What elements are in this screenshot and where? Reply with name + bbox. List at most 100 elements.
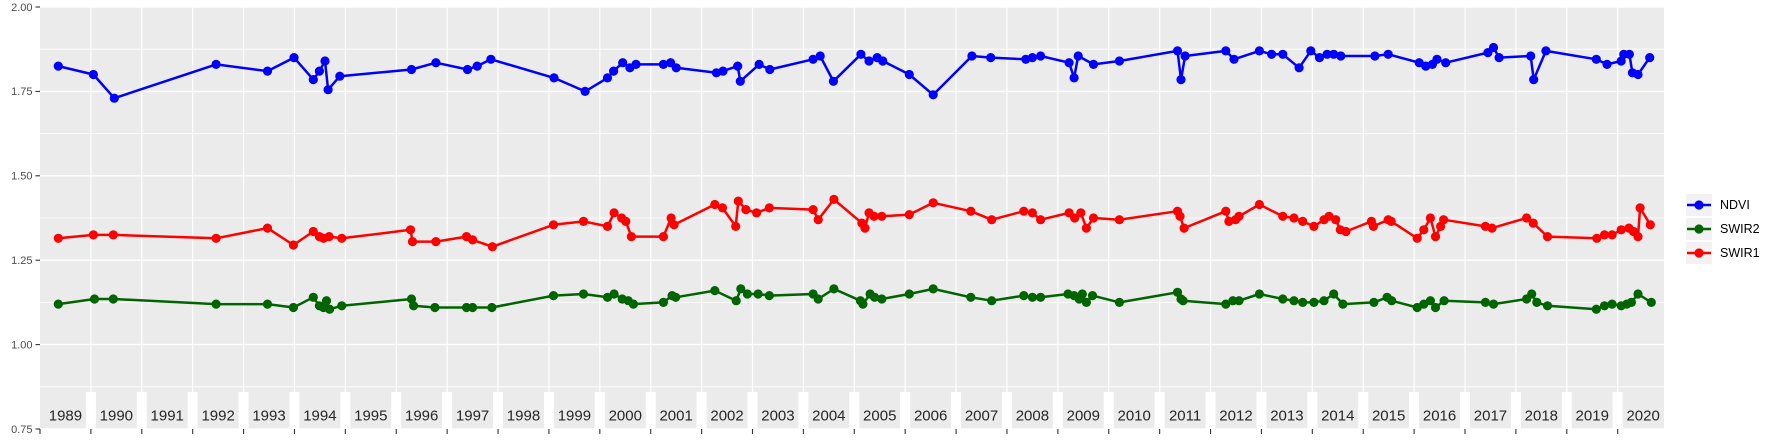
y-tick-label-1.75: 1.75 <box>11 86 32 98</box>
data-point <box>1368 221 1378 231</box>
data-point <box>828 76 839 86</box>
data-point <box>472 61 482 71</box>
data-point <box>1306 46 1316 56</box>
x-tick-label-2005: 2005 <box>863 408 896 425</box>
data-point <box>1019 206 1029 216</box>
data-point <box>1081 297 1091 307</box>
data-point <box>1370 51 1380 61</box>
x-tick-label-1990: 1990 <box>100 408 133 425</box>
data-point <box>602 221 613 231</box>
x-label-band <box>85 392 1623 429</box>
legend-label: NDVI <box>1720 198 1750 212</box>
x-tick-label-2013: 2013 <box>1270 408 1303 425</box>
x-tick-label-2017: 2017 <box>1474 408 1507 425</box>
data-point <box>1488 299 1499 309</box>
data-point <box>1289 213 1299 223</box>
data-point <box>1633 289 1643 299</box>
data-point <box>808 205 818 215</box>
series-swir2 <box>53 284 1656 314</box>
data-point <box>764 291 774 301</box>
data-point <box>1027 208 1037 218</box>
data-point <box>1488 42 1499 53</box>
data-point <box>1645 220 1655 230</box>
data-point <box>1430 232 1441 242</box>
data-point <box>1633 69 1643 80</box>
x-tick-label-2015: 2015 <box>1372 408 1405 425</box>
data-point <box>1114 297 1124 307</box>
data-point <box>808 54 818 64</box>
data-point <box>870 292 880 302</box>
data-point <box>1430 302 1441 313</box>
data-point <box>1383 49 1393 59</box>
data-point <box>609 289 619 299</box>
data-point <box>1329 49 1339 59</box>
data-point <box>308 226 318 237</box>
data-point <box>1254 199 1264 210</box>
y-tick-label-1.25: 1.25 <box>11 255 32 267</box>
data-point <box>877 211 887 221</box>
data-point <box>1309 297 1319 307</box>
series-ndvi <box>53 42 1655 103</box>
data-point <box>1221 206 1231 216</box>
legend-label: SWIR1 <box>1720 246 1760 260</box>
data-point <box>986 53 996 63</box>
data-point <box>580 86 590 96</box>
legend-item-ndvi: NDVI <box>1686 193 1760 217</box>
x-tick-label-2020: 2020 <box>1626 408 1659 425</box>
data-point <box>53 61 63 71</box>
data-point <box>1439 215 1449 225</box>
data-point <box>987 296 997 306</box>
data-point <box>1412 233 1422 243</box>
data-point <box>1528 218 1538 228</box>
data-point <box>1633 232 1643 242</box>
data-point <box>1298 216 1308 226</box>
data-point <box>813 215 823 225</box>
data-point <box>904 69 914 80</box>
series-swir1 <box>53 194 1655 252</box>
x-tick-label-2000: 2000 <box>609 408 642 425</box>
x-tick-label-2002: 2002 <box>710 408 743 425</box>
data-point <box>1341 226 1351 237</box>
data-point <box>431 58 441 68</box>
data-point <box>321 296 332 306</box>
data-point <box>324 232 334 242</box>
data-point <box>1088 59 1099 69</box>
data-point <box>431 237 441 247</box>
data-point <box>108 230 118 240</box>
data-point <box>1526 51 1536 61</box>
x-tick-label-2007: 2007 <box>965 408 998 425</box>
data-point <box>765 64 775 75</box>
data-point <box>621 216 631 226</box>
data-point <box>409 301 419 311</box>
data-point <box>1069 73 1079 83</box>
data-point <box>609 208 619 218</box>
data-point <box>289 53 299 63</box>
data-point <box>1439 296 1449 306</box>
x-tick-label-1997: 1997 <box>456 408 489 425</box>
data-point <box>858 299 868 309</box>
data-point <box>602 73 613 83</box>
data-point <box>735 76 745 86</box>
data-point <box>815 51 825 61</box>
data-point <box>1602 59 1612 69</box>
data-point <box>1319 296 1329 306</box>
data-point <box>1480 297 1490 307</box>
data-point <box>430 302 440 313</box>
data-point <box>308 75 318 85</box>
data-point <box>967 51 977 61</box>
x-tick-label-1994: 1994 <box>303 408 336 425</box>
y-tick-label-1.00: 1.00 <box>11 339 32 351</box>
y-tick-label-1.50: 1.50 <box>11 171 32 183</box>
x-tick-label-2012: 2012 <box>1219 408 1252 425</box>
data-point <box>754 59 764 69</box>
data-point <box>1176 75 1186 85</box>
data-point <box>928 90 938 100</box>
data-point <box>211 59 221 69</box>
data-point <box>1336 51 1346 61</box>
data-point <box>1626 297 1636 307</box>
data-point <box>1027 53 1037 63</box>
data-point <box>548 220 559 230</box>
data-point <box>733 61 743 71</box>
gridlines <box>40 6 1664 430</box>
